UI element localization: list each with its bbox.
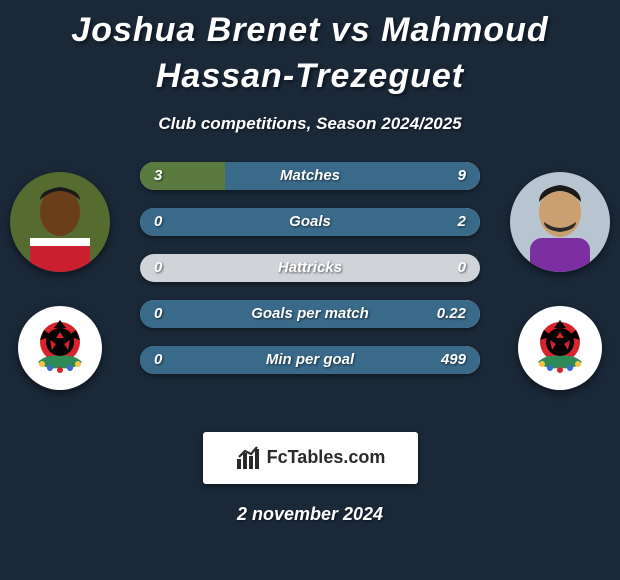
subtitle: Club competitions, Season 2024/2025 xyxy=(0,114,620,134)
stat-label: Goals per match xyxy=(140,300,480,328)
page-title: Joshua Brenet vs Mahmoud Hassan-Trezegue… xyxy=(0,0,620,100)
stat-value-right: 2 xyxy=(458,208,466,236)
stat-label: Hattricks xyxy=(140,254,480,282)
club-left-crest xyxy=(18,306,102,390)
stat-bars: 3Matches90Goals20Hattricks00Goals per ma… xyxy=(140,162,480,392)
stat-value-right: 9 xyxy=(458,162,466,190)
stat-row: 0Min per goal499 xyxy=(140,346,480,374)
club-right-crest xyxy=(518,306,602,390)
stat-value-right: 499 xyxy=(441,346,466,374)
stat-row: 0Goals per match0.22 xyxy=(140,300,480,328)
stat-label: Min per goal xyxy=(140,346,480,374)
chart-icon xyxy=(235,445,261,471)
fctables-logo: FcTables.com xyxy=(203,432,418,484)
stat-value-right: 0 xyxy=(458,254,466,282)
stat-value-right: 0.22 xyxy=(437,300,466,328)
stat-row: 0Hattricks0 xyxy=(140,254,480,282)
stat-row: 3Matches9 xyxy=(140,162,480,190)
date-label: 2 november 2024 xyxy=(0,504,620,525)
stat-row: 0Goals2 xyxy=(140,208,480,236)
stats-area: 3Matches90Goals20Hattricks00Goals per ma… xyxy=(0,172,620,432)
player-right-avatar xyxy=(510,172,610,272)
stat-label: Goals xyxy=(140,208,480,236)
stat-label: Matches xyxy=(140,162,480,190)
logo-text: FcTables.com xyxy=(267,447,386,468)
player-left-avatar xyxy=(10,172,110,272)
